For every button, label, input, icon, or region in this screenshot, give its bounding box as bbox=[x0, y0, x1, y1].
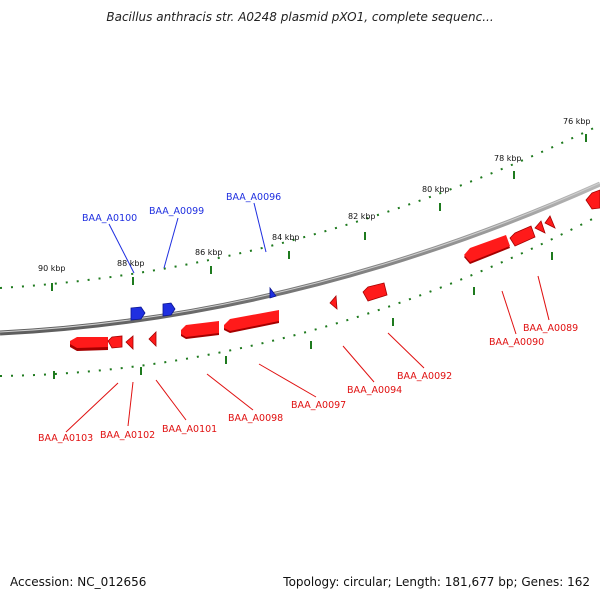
scale-label: 90 kbp bbox=[38, 264, 66, 273]
scale-label: 86 kbp bbox=[195, 248, 223, 257]
gene-label[interactable]: BAA_A0099 bbox=[149, 206, 204, 217]
forward-leader-lines bbox=[108, 202, 267, 274]
gene-feature[interactable] bbox=[107, 335, 123, 349]
gene-label[interactable]: BAA_A0092 bbox=[397, 371, 452, 382]
gene-feature[interactable] bbox=[269, 286, 277, 299]
gene-feature[interactable] bbox=[464, 235, 510, 262]
gene-feature[interactable] bbox=[329, 295, 338, 310]
accession-text: Accession: NC_012656 bbox=[10, 575, 147, 589]
topology-stats-text: Topology: circular; Length: 181,677 bp; … bbox=[283, 575, 590, 589]
gene-label[interactable]: BAA_A0102 bbox=[100, 430, 155, 441]
forward-gene-labels: BAA_A0100 BAA_A0099 BAA_A0096 bbox=[82, 192, 281, 224]
gene-feature[interactable] bbox=[362, 282, 388, 302]
gene-label[interactable]: BAA_A0100 bbox=[82, 213, 137, 224]
gene-feature[interactable] bbox=[148, 331, 157, 347]
gene-label[interactable]: BAA_A0094 bbox=[347, 385, 402, 396]
forward-genes bbox=[130, 286, 277, 321]
gene-feature[interactable] bbox=[534, 220, 546, 234]
outer-major-ticks bbox=[51, 134, 587, 291]
scale-labels: 90 kbp 88 kbp 86 kbp 84 kbp 82 kbp 80 kb… bbox=[38, 117, 591, 273]
reverse-genes bbox=[70, 189, 600, 351]
gene-feature[interactable] bbox=[70, 337, 108, 348]
reverse-leader-lines bbox=[65, 275, 550, 433]
scale-label: 80 kbp bbox=[422, 185, 450, 194]
gene-feature[interactable] bbox=[125, 335, 134, 350]
gene-label[interactable]: BAA_A0089 bbox=[523, 323, 578, 334]
gene-feature[interactable] bbox=[162, 302, 176, 317]
gene-label[interactable]: BAA_A0097 bbox=[291, 400, 346, 411]
gene-label[interactable]: BAA_A0096 bbox=[226, 192, 281, 203]
scale-label: 88 kbp bbox=[117, 259, 145, 268]
gene-feature[interactable] bbox=[181, 321, 219, 337]
gene-label[interactable]: BAA_A0103 bbox=[38, 433, 93, 444]
gene-label[interactable]: BAA_A0101 bbox=[162, 424, 217, 435]
scale-label: 78 kbp bbox=[494, 154, 522, 163]
scale-label: 82 kbp bbox=[348, 212, 376, 221]
plasmid-backbone bbox=[0, 181, 600, 336]
gene-label[interactable]: BAA_A0098 bbox=[228, 413, 283, 424]
outer-scale-ring bbox=[0, 124, 600, 289]
gene-feature[interactable] bbox=[509, 225, 536, 247]
reverse-gene-labels: BAA_A0103 BAA_A0102 BAA_A0101 BAA_A0098 … bbox=[38, 323, 578, 444]
gene-feature[interactable] bbox=[224, 310, 279, 331]
inner-major-ticks bbox=[53, 252, 553, 379]
scale-label: 84 kbp bbox=[272, 233, 300, 242]
gene-feature[interactable] bbox=[544, 215, 556, 229]
gene-feature[interactable] bbox=[130, 306, 146, 321]
gene-feature[interactable] bbox=[585, 189, 600, 210]
inner-scale-ring bbox=[0, 214, 600, 377]
map-title: Bacillus anthracis str. A0248 plasmid pX… bbox=[106, 10, 494, 24]
scale-label: 76 kbp bbox=[563, 117, 591, 126]
gene-label[interactable]: BAA_A0090 bbox=[489, 337, 544, 348]
